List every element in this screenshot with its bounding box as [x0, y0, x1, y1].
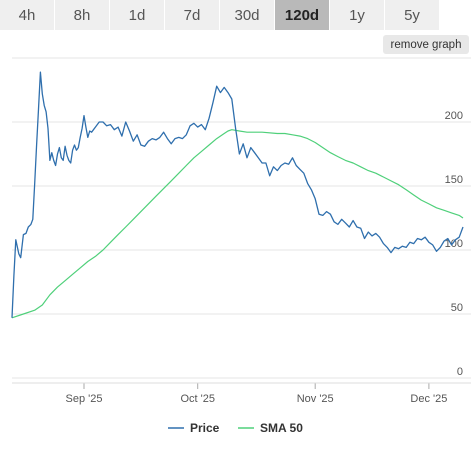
range-tab-7d[interactable]: 7d [165, 0, 220, 30]
x-axis-ticks: Sep '25 Oct '25 Nov '25 Dec '25 [12, 382, 471, 405]
y-tick-label: 200 [445, 110, 463, 122]
chart-series [11, 71, 464, 319]
chart-gridlines [12, 57, 471, 379]
range-tab-120d[interactable]: 120d [275, 0, 330, 30]
remove-graph-button[interactable]: remove graph [383, 35, 469, 54]
range-tab-1y[interactable]: 1y [330, 0, 385, 30]
range-tab-5y[interactable]: 5y [385, 0, 440, 30]
range-tab-30d[interactable]: 30d [220, 0, 275, 30]
price-series-line [11, 71, 464, 318]
x-tick-label: Oct '25 [180, 393, 215, 405]
chart-legend: Price SMA 50 [168, 421, 303, 435]
legend-item-sma50[interactable]: SMA 50 [238, 421, 303, 435]
y-tick-label: 50 [451, 302, 463, 314]
x-tick-label: Sep '25 [66, 393, 103, 405]
x-tick-label: Nov '25 [297, 393, 334, 405]
sma50-series-line [11, 129, 464, 319]
y-tick-label: 0 [457, 366, 463, 378]
legend-label: SMA 50 [260, 421, 303, 435]
legend-item-price[interactable]: Price [168, 421, 220, 435]
range-tab-4h[interactable]: 4h [0, 0, 55, 30]
range-tab-1d[interactable]: 1d [110, 0, 165, 30]
y-axis-ticks: 0 50 100 150 200 [445, 110, 463, 378]
time-range-selector: 4h 8h 1d 7d 30d 120d 1y 5y [0, 0, 474, 30]
range-tab-8h[interactable]: 8h [55, 0, 110, 30]
y-tick-label: 100 [445, 238, 463, 250]
y-tick-label: 150 [445, 174, 463, 186]
x-tick-label: Dec '25 [410, 393, 447, 405]
legend-label: Price [190, 421, 220, 435]
